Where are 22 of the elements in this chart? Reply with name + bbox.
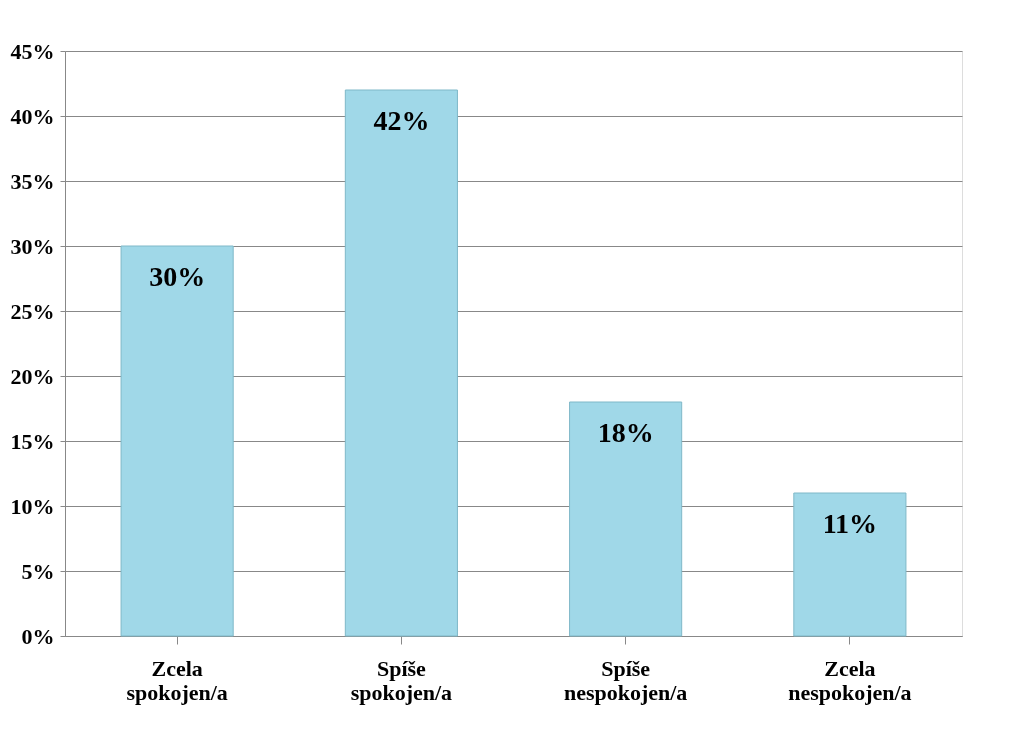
y-tick-label: 5% [21,558,55,584]
y-tick-label: 10% [10,493,55,519]
data-label: 42% [373,105,430,136]
bar [344,89,458,637]
bar [120,245,234,637]
y-tick-label: 0% [21,623,55,649]
bar [569,401,683,637]
data-label: 11% [822,508,878,539]
x-tick-label: Spíše nespokojen/a [563,655,688,705]
y-tick-label: 35% [10,168,55,194]
bar [793,492,907,637]
y-tick-label: 20% [10,363,55,389]
y-tick-label: 30% [10,233,55,259]
y-tick-label: 40% [10,103,55,129]
y-tick-label: 25% [10,298,55,324]
data-label: 18% [597,417,654,448]
x-tick-label: Zcela nespokojen/a [788,655,912,705]
x-tick-label: Zcela spokojen/a [126,655,228,705]
y-tick-label: 45% [10,38,55,64]
y-tick-label: 15% [10,428,55,454]
x-tick-label: Spíše spokojen/a [350,655,453,705]
data-label: 30% [149,261,206,292]
